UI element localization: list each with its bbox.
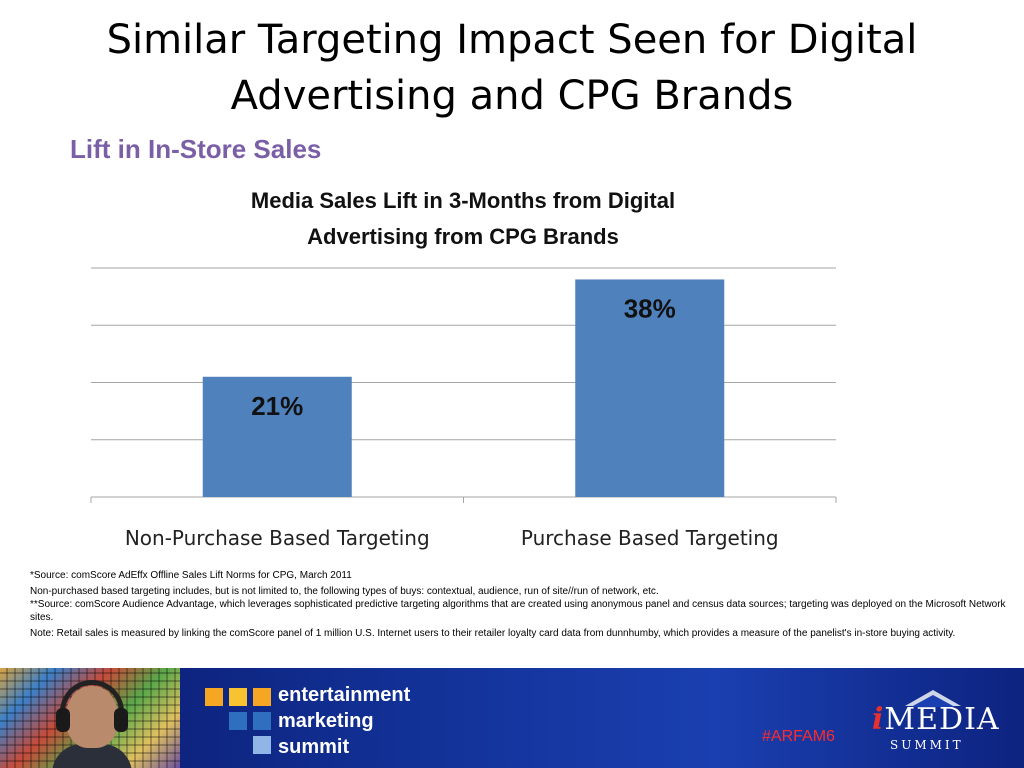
brand-name-line-3: summit bbox=[278, 736, 350, 758]
person-with-headphones-image bbox=[52, 678, 132, 768]
footnote-source-1: *Source: comScore AdEffx Offline Sales L… bbox=[30, 570, 352, 581]
chart-title-line-1: Media Sales Lift in 3-Months from Digita… bbox=[250, 188, 676, 213]
bar-1 bbox=[202, 376, 352, 497]
slide-title-line-2: Advertising and CPG Brands bbox=[230, 73, 794, 119]
chart-title: Media Sales Lift in 3-Months from Digita… bbox=[160, 183, 766, 255]
data-label-1: 21% bbox=[251, 391, 303, 421]
brand-name-line-2: marketing bbox=[278, 710, 374, 732]
slide-title-line-1: Similar Targeting Impact Seen for Digita… bbox=[106, 17, 918, 63]
footnote-source-2: **Source: comScore Audience Advantage, w… bbox=[30, 599, 1006, 623]
footnote-definition: Non-purchased based targeting includes, … bbox=[30, 586, 659, 597]
footer-banner: entertainment marketing summit #ARFAM6 i… bbox=[0, 668, 1024, 768]
imedia-logo-i: i bbox=[872, 702, 885, 737]
brand-name-line-1: entertainment bbox=[278, 684, 411, 706]
imedia-logo: iMEDIA bbox=[872, 702, 1000, 737]
bar-chart: 21% Non-Purchase Based Targeting 38% Purcha… bbox=[90, 267, 837, 550]
event-hashtag: #ARFAM6 bbox=[762, 728, 835, 745]
imedia-logo-main: MEDIA bbox=[884, 702, 1000, 737]
slide-title: Similar Targeting Impact Seen for Digita… bbox=[40, 12, 984, 124]
bar-2 bbox=[575, 279, 725, 497]
imedia-logo-sub: SUMMIT bbox=[890, 738, 964, 752]
slide-subtitle: Lift in In-Store Sales bbox=[70, 134, 322, 164]
data-label-2: 38% bbox=[624, 293, 676, 323]
category-label-1: Non-Purchase Based Targeting bbox=[125, 526, 430, 550]
chart-title-line-2: Advertising from CPG Brands bbox=[307, 224, 619, 249]
category-label-2: Purchase Based Targeting bbox=[521, 526, 779, 550]
footnote-note: Note: Retail sales is measured by linkin… bbox=[30, 628, 956, 639]
footnotes: *Source: comScore AdEffx Offline Sales L… bbox=[30, 569, 1020, 643]
